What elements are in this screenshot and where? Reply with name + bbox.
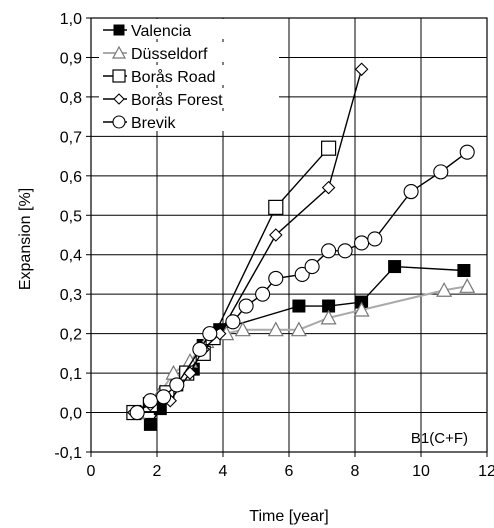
legend-entry-bg — [99, 111, 279, 131]
data-point — [459, 278, 476, 293]
x-tick-label: 0 — [87, 463, 96, 480]
data-point — [112, 69, 126, 83]
series-valencia — [130, 260, 471, 431]
legend-entry-bg — [99, 65, 279, 85]
legend-entry-bg — [99, 42, 279, 62]
legend-label: Borås Forest — [131, 91, 223, 109]
data-point — [143, 417, 157, 431]
legend-entry: Brevik — [99, 111, 279, 132]
data-point — [459, 144, 475, 160]
y-tick-label: -0,1 — [54, 445, 82, 462]
data-point — [337, 243, 353, 259]
y-tick-label: 0,5 — [60, 208, 82, 225]
y-tick-label: 0,3 — [60, 287, 82, 304]
legend-entry: Düsseldorf — [99, 42, 279, 63]
data-point — [268, 199, 284, 215]
y-tick-label: 0,4 — [60, 248, 82, 265]
data-point — [290, 321, 307, 337]
data-point — [433, 164, 449, 180]
data-point — [225, 314, 241, 330]
x-tick-label: 10 — [412, 463, 430, 480]
x-tick-label: 8 — [351, 463, 360, 480]
data-point — [403, 184, 419, 200]
data-point — [294, 266, 310, 283]
data-point — [269, 228, 283, 242]
data-point — [234, 321, 251, 337]
data-point — [321, 140, 337, 156]
legend-entry: Valencia — [99, 19, 279, 40]
x-tick-label: 12 — [478, 463, 494, 480]
data-point — [354, 235, 370, 251]
data-point — [267, 321, 284, 337]
legend-entry: Borås Road — [99, 65, 279, 86]
data-point — [388, 260, 402, 274]
data-point — [169, 377, 185, 393]
data-point — [353, 301, 370, 317]
data-point — [354, 62, 369, 77]
x-tick-label: 4 — [219, 463, 228, 480]
axes: 0 2 4 6 8 10 12 -0,1 0,0 0,1 0,2 0,3 0,4 0,5 0,6 0,7 0,8… — [54, 11, 494, 480]
data-point — [192, 341, 208, 357]
annotation-label: B1(C+F) — [411, 430, 468, 447]
data-point — [113, 93, 125, 105]
legend-entry: Borås Forest — [99, 88, 279, 109]
data-point — [320, 309, 337, 325]
data-point — [304, 259, 320, 275]
legend-label: Valencia — [131, 23, 191, 40]
legend-label: Borås Road — [131, 68, 216, 86]
data-point — [321, 180, 336, 195]
data-point — [457, 264, 471, 278]
data-point — [255, 286, 271, 302]
data-point — [268, 270, 284, 286]
y-axis-title: Expansion [%] — [17, 188, 34, 290]
data-point — [321, 243, 337, 259]
data-point — [238, 298, 254, 314]
x-tick-label: 6 — [285, 463, 294, 480]
data-point — [292, 299, 306, 313]
series-line — [136, 265, 464, 426]
y-tick-label: 0,0 — [60, 406, 82, 423]
data-point — [113, 24, 125, 36]
legend-label: Düsseldorf — [131, 46, 208, 63]
data-point — [112, 115, 126, 129]
legend-entry-bg — [99, 19, 279, 39]
y-tick-label: 0,8 — [60, 90, 82, 107]
data-point — [129, 404, 145, 421]
data-point — [156, 389, 172, 405]
y-tick-label: 0,6 — [60, 169, 82, 186]
x-axis-title: Time [year] — [249, 508, 328, 525]
legend-label: Brevik — [131, 115, 176, 132]
y-tick-label: 0,7 — [60, 129, 82, 146]
data-point — [142, 393, 158, 409]
y-tick-label: 0,1 — [60, 366, 82, 383]
y-tick-label: 1,0 — [60, 11, 82, 28]
y-tick-label: 0,9 — [60, 50, 82, 67]
x-tick-label: 2 — [153, 463, 162, 480]
data-point — [367, 231, 383, 247]
y-tick-label: 0,2 — [60, 327, 82, 344]
series-layer — [126, 62, 476, 431]
legend: Valencia Düsseldorf Borås Road Borås Forest… — [99, 19, 279, 132]
data-point — [111, 45, 127, 59]
data-point — [436, 281, 453, 297]
data-point — [202, 326, 218, 342]
series-brevik — [129, 144, 475, 421]
legend-entry-bg — [99, 88, 279, 108]
